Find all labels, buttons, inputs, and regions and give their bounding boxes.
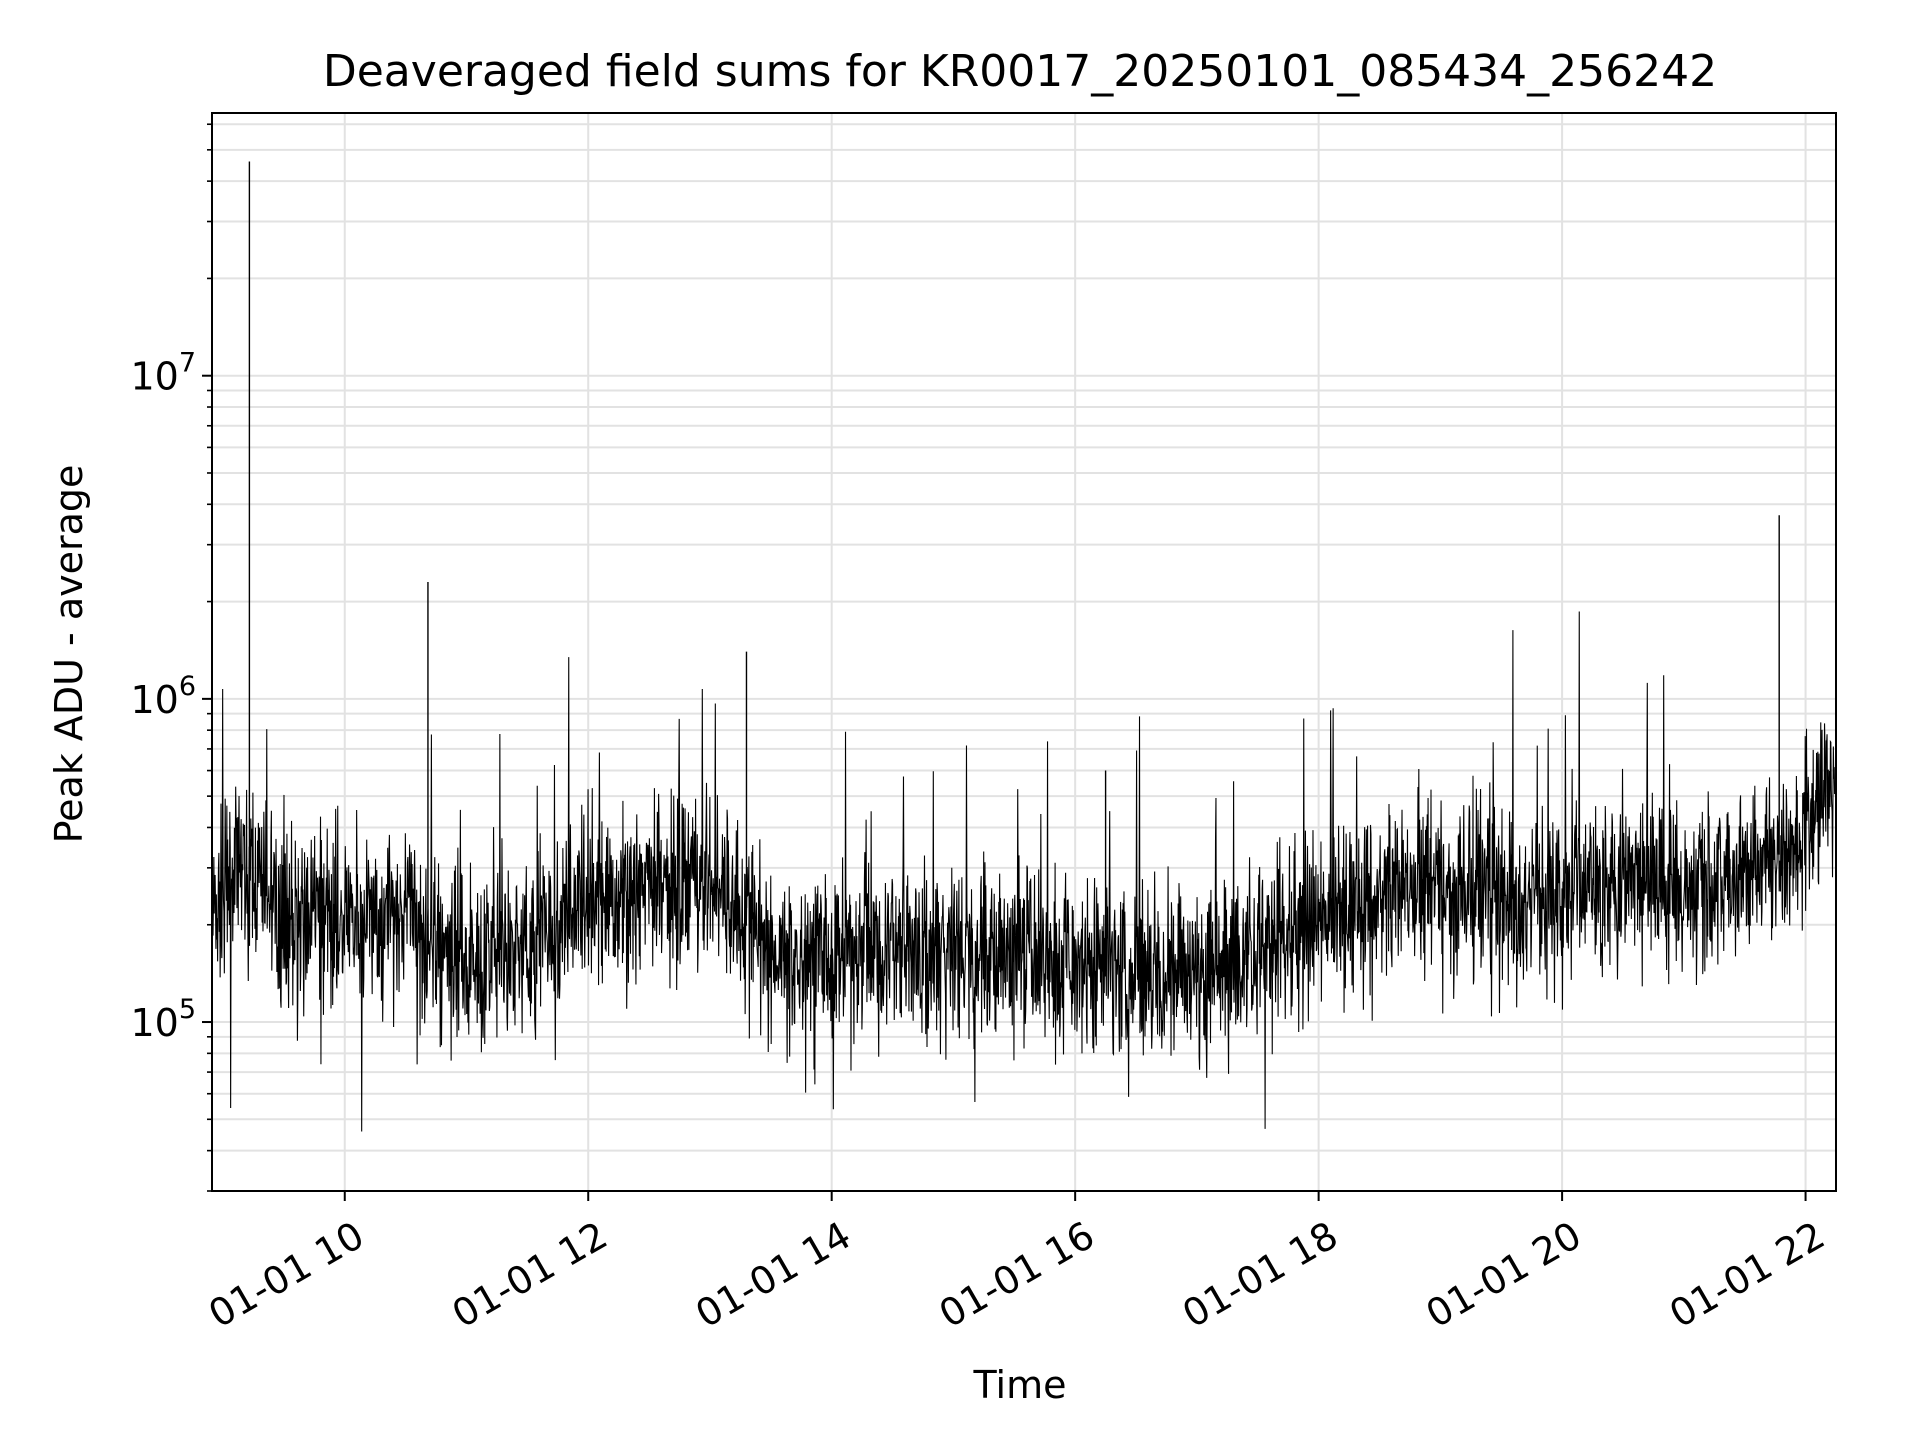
y-axis-ticks: 105 106 107 xyxy=(130,123,212,1192)
series-points xyxy=(248,161,1780,966)
chart-title: Deaveraged field sums for KR0017_2025010… xyxy=(323,46,1717,97)
noise-trace xyxy=(212,611,1836,1132)
y-tick-label: 107 xyxy=(130,348,196,399)
x-axis-label: Time xyxy=(973,1363,1067,1407)
y-tick-label: 106 xyxy=(130,671,196,722)
y-tick-label: 105 xyxy=(130,994,196,1045)
plot-frame xyxy=(211,112,1837,1192)
plot-line xyxy=(212,611,1836,1132)
y-axis-label: Peak ADU - average xyxy=(47,465,91,844)
